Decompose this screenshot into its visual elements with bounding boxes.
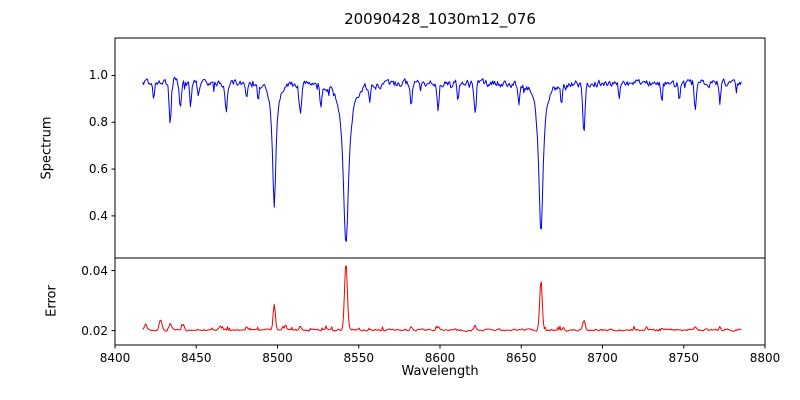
x-tick-label: 8550 [343,351,375,365]
x-tick-label: 8600 [424,351,456,365]
x-tick-label: 8450 [180,351,212,365]
chart-title: 20090428_1030m12_076 [344,10,536,28]
tick-marks [111,74,766,349]
x-tick-label: 8700 [587,351,618,365]
error-line [142,265,742,332]
spectrum-line [142,76,742,242]
x-tick-label: 8750 [668,351,700,365]
spectrum-y-tick-label: 1.0 [88,68,108,83]
spectrum-y-tick-label: 0.4 [88,208,108,223]
error-y-tick-label: 0.02 [81,323,108,338]
spectrum-y-tick-label: 0.6 [88,162,108,177]
x-tick-label: 8800 [749,351,781,365]
error-panel-frame [114,257,766,346]
x-tick-label: 8400 [99,351,131,365]
x-tick-label: 8650 [505,351,537,365]
x-axis-label: Wavelength [401,364,479,379]
error-y-tick-label: 0.04 [81,263,108,278]
x-tick-label: 8500 [262,351,293,365]
spectrum-y-tick-label: 0.8 [88,115,108,130]
spectrum-panel-frame [114,37,766,259]
